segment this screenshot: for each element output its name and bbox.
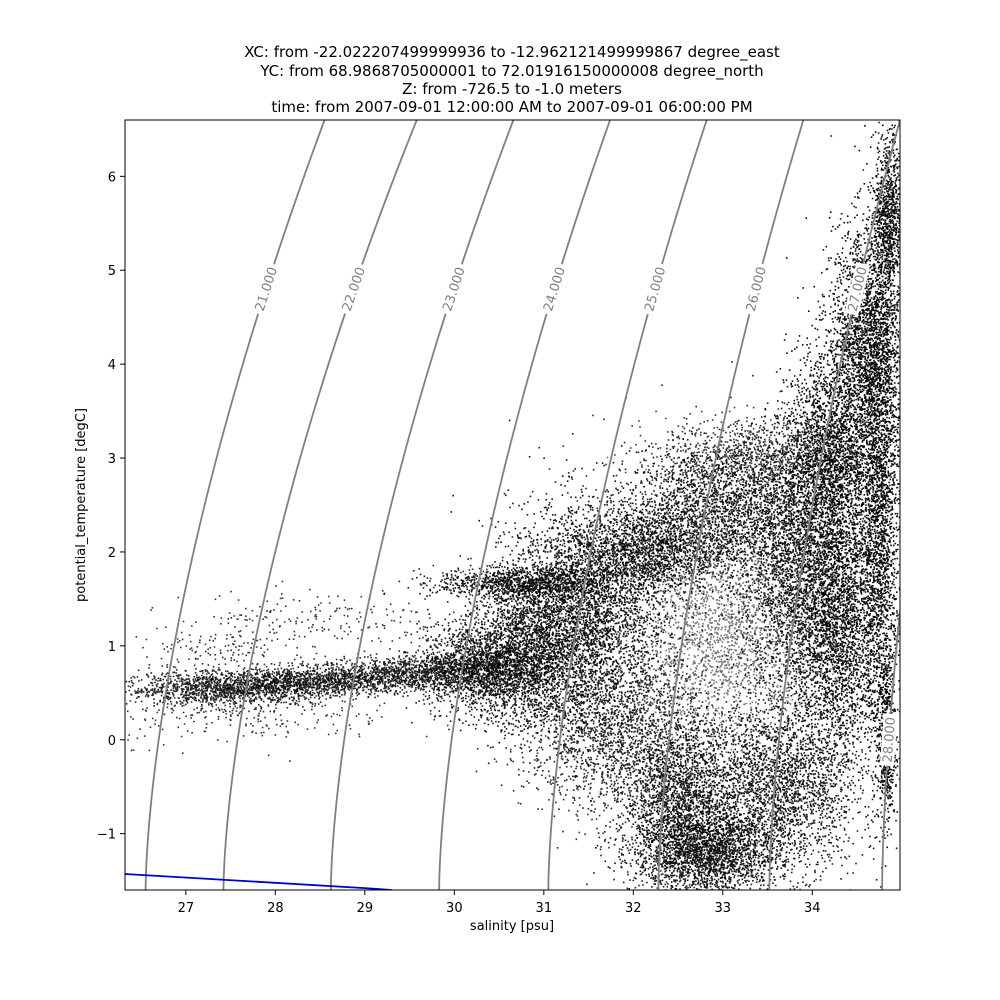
x-tick-label: 28 [267,901,284,916]
y-tick-label: 6 [108,170,116,185]
scatter-cluster-10 [586,763,835,890]
y-tick-label: 4 [108,358,116,373]
y-axis-label: potential_temperature [degC] [74,408,89,602]
isopycnal-line-22 [222,120,418,890]
scatter-cluster-22 [150,580,486,666]
scatter-points [125,120,900,890]
isopycnal-label-26: 26.000 [744,265,770,313]
scatter-cluster-7 [475,549,778,857]
y-tick-label: 2 [108,546,116,561]
scatter-cluster-5 [383,562,641,603]
title-line-xc: XC: from -22.022207499999936 to -12.9621… [244,43,780,62]
isopycnal-line-24 [438,120,611,890]
isopycnal-label-28: 28.000 [881,717,899,763]
scatter-cluster-8 [521,477,763,619]
y-tick-label: −1 [97,828,116,843]
freezing-line [125,873,392,890]
isopycnal-line-26 [657,120,805,890]
isopycnal-label-24: 24.000 [541,265,569,313]
title-line-yc: YC: from 68.9868705000001 to 72.01916150… [259,62,763,81]
x-tick-label: 27 [178,901,195,916]
isopycnal-label-gap [640,262,669,316]
scatter-cluster-20 [864,120,900,330]
title-line-time: time: from 2007-09-01 12:00:00 AM to 200… [271,98,752,116]
x-axis-ticks: 27 28 29 30 31 32 33 34 [178,890,821,916]
isopycnal-line-23 [329,120,515,890]
scatter-cluster-18 [805,134,900,514]
isopycnal-label-gap [251,262,281,316]
x-tick-label: 29 [357,901,374,916]
plot-content [125,120,900,890]
chart-title: XC: from -22.022207499999936 to -12.9621… [244,43,780,116]
isopycnal-label-gap [879,713,898,767]
isopycnal-line-25 [547,120,708,890]
x-axis-label: salinity [psu] [470,919,554,934]
scatter-cluster-0 [125,663,399,719]
isopycnal-line-21 [144,120,326,890]
plot-frame [124,119,901,891]
x-tick-label: 33 [715,901,732,916]
y-tick-label: 5 [108,264,116,279]
isopycnal-label-21: 21.000 [253,265,281,313]
isopycnal-label-23: 23.000 [440,265,469,313]
title-line-z: Z: from -726.5 to -1.0 meters [402,80,622,98]
scatter-cluster-4 [423,464,665,791]
isopycnal-label-gap [539,262,569,316]
density-contours [144,120,900,890]
x-tick-label: 34 [804,901,821,916]
y-tick-label: 1 [108,640,116,655]
x-tick-label: 31 [536,901,553,916]
isopycnal-label-gap [742,262,770,316]
x-tick-label: 32 [625,901,642,916]
isopycnal-label-22: 22.000 [340,265,369,313]
y-tick-label: 0 [108,734,116,749]
isopycnal-label-gap [438,262,469,316]
scatter-cluster-16 [764,256,899,647]
isopycnal-label-25: 25.000 [642,265,669,313]
scatter-cluster-19 [845,132,900,888]
y-tick-label: 3 [108,452,116,467]
isopycnal-label-gap [338,262,369,316]
isopycnal-label-gap [844,262,871,316]
isopycnal-line-27 [768,120,900,890]
scatter-cluster-24 [135,621,316,676]
freezing-point-line [125,873,392,890]
scatter-cluster-17 [764,345,900,851]
scatter-cluster-9 [597,682,795,890]
x-tick-label: 30 [446,901,463,916]
scatter-cluster-11 [562,396,864,619]
y-axis-ticks: −1 0 1 2 3 4 5 6 [97,170,125,843]
